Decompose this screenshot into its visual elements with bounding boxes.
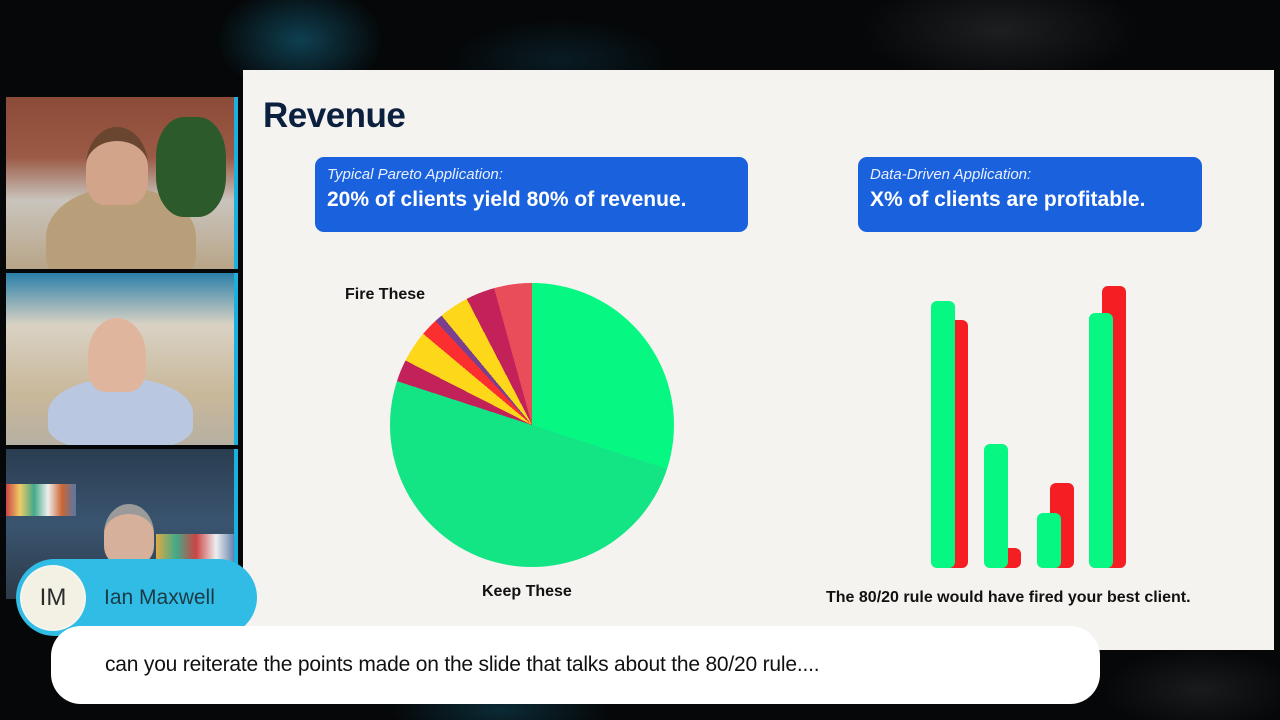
pareto-callout-subtitle: Typical Pareto Application:: [327, 166, 503, 183]
video-tile-2[interactable]: [6, 273, 238, 445]
bookshelf: [156, 534, 234, 562]
keep-these-label: Keep These: [482, 583, 572, 600]
avatar: IM: [20, 564, 86, 631]
participant-head: [86, 127, 148, 205]
active-speaker-badge: IM Ian Maxwell: [16, 559, 257, 636]
participant-head: [104, 504, 154, 564]
pareto-callout-headline: 20% of clients yield 80% of revenue.: [327, 188, 687, 211]
client-bar-chart: [923, 270, 1143, 568]
bar-green-2: [984, 443, 1008, 568]
question-caption: can you reiterate the points made on the…: [51, 626, 1100, 704]
revenue-pie-chart: [390, 283, 674, 567]
bar-green-4: [1089, 312, 1113, 568]
speaker-name: Ian Maxwell: [104, 585, 215, 609]
fire-these-label: Fire These: [345, 286, 426, 303]
slide-title: Revenue: [263, 96, 406, 135]
participant-head: [88, 318, 146, 392]
video-tile-1[interactable]: [6, 97, 238, 269]
plant-decor: [156, 117, 226, 217]
shared-slide: Revenue Typical Pareto Application: 20% …: [243, 70, 1274, 650]
caption-text: can you reiterate the points made on the…: [105, 653, 820, 676]
bar-green-1: [931, 300, 955, 568]
pareto-callout: Typical Pareto Application: 20% of clien…: [315, 157, 748, 232]
pie-shape: [390, 283, 674, 567]
data-driven-callout-subtitle: Data-Driven Application:: [870, 166, 1032, 183]
bar-chart-caption: The 80/20 rule would have fired your bes…: [826, 589, 1191, 606]
bar-green-3: [1037, 513, 1061, 568]
data-driven-callout-headline: X% of clients are profitable.: [870, 188, 1146, 211]
bookshelf: [6, 484, 76, 516]
data-driven-callout: Data-Driven Application: X% of clients a…: [858, 157, 1202, 232]
